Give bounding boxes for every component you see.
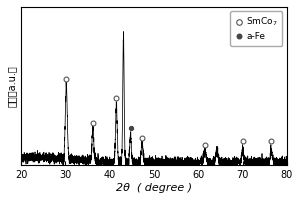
X-axis label: 2θ  ( degree ): 2θ ( degree ) [116, 183, 192, 193]
Y-axis label: 强度（a.u.）: 强度（a.u.） [7, 65, 17, 107]
Legend: SmCo$_7$, a-Fe: SmCo$_7$, a-Fe [230, 11, 282, 46]
